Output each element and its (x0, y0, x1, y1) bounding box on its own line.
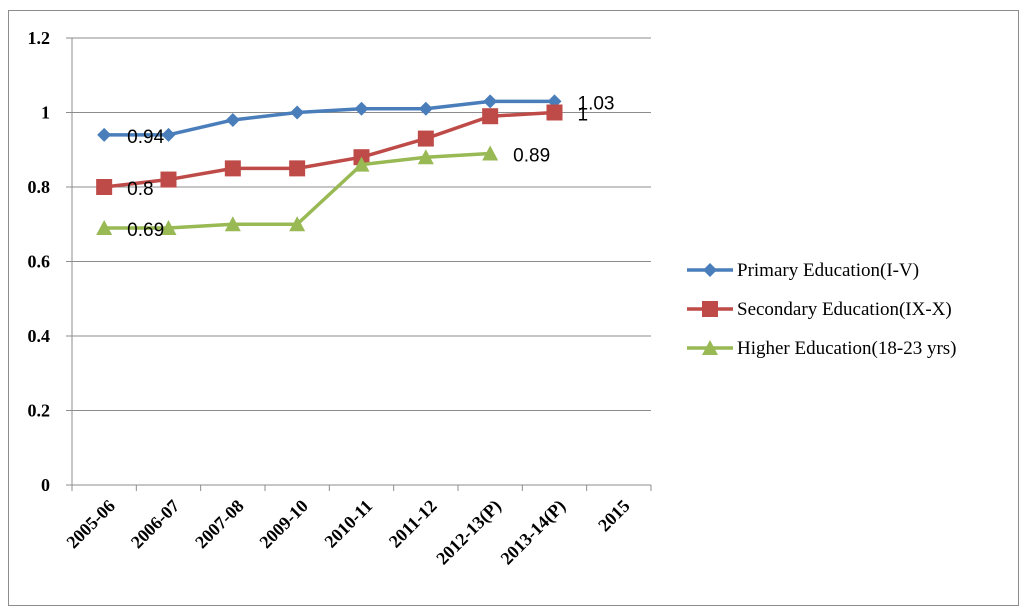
data-label: 0.69 (127, 220, 164, 241)
x-tick-label: 2010-11 (320, 496, 376, 552)
series-2 (96, 145, 499, 235)
data-label: 0.89 (513, 145, 550, 166)
legend-label: Higher Education(18-23 yrs) (737, 338, 957, 359)
data-point (161, 127, 176, 142)
data-point (97, 127, 112, 142)
data-point (417, 149, 434, 165)
y-tick-label: 0.2 (28, 401, 51, 421)
data-point (160, 171, 177, 188)
legend-swatch-marker (703, 263, 717, 277)
data-point (224, 160, 241, 177)
x-tick-label: 2007-08 (191, 496, 248, 553)
data-label: 1.03 (578, 93, 615, 114)
series-0 (97, 94, 562, 142)
data-point (290, 105, 305, 120)
data-point (96, 179, 113, 195)
data-labels: 0.94 1.03 0.8 1 0.69 0.89 (127, 93, 614, 241)
data-label: 0.8 (127, 179, 153, 200)
y-tick-label: 0.8 (28, 177, 51, 197)
y-axis-ticks: 0 0.2 0.4 0.6 0.8 1 1.2 (28, 28, 51, 495)
y-tick-label: 1.2 (28, 28, 51, 48)
series-line (103, 110, 555, 189)
data-point (289, 160, 306, 177)
legend: Primary Education(I-V) Secondary Educatio… (687, 260, 957, 359)
y-tick-label: 0 (41, 475, 50, 495)
x-tick-label: 2012-13(P) (432, 496, 506, 570)
y-tick-label: 0.4 (28, 326, 51, 346)
data-point (354, 101, 369, 116)
legend-label: Secondary Education(IX-X) (737, 299, 952, 320)
x-tick-label: 2009-10 (255, 496, 312, 553)
series-group (96, 94, 563, 235)
chart-frame (8, 10, 1019, 606)
axes (66, 37, 652, 491)
data-point (225, 112, 240, 127)
series-1 (96, 104, 563, 195)
data-point (418, 101, 433, 116)
data-point (483, 94, 498, 109)
legend-swatch-marker (702, 340, 718, 355)
x-axis-ticks: 2005-06 2006-07 2007-08 2009-10 2010-11 2011-… (62, 496, 633, 570)
legend-item: Higher Education(18-23 yrs) (687, 338, 957, 359)
data-point (96, 219, 113, 235)
data-point (482, 145, 499, 161)
x-tick-label: 2013-14(P) (497, 496, 571, 570)
y-tick-label: 1 (41, 103, 50, 123)
data-point (353, 156, 370, 172)
legend-swatch-marker (702, 301, 718, 317)
x-tick-label: 2011-12 (385, 496, 441, 552)
legend-item: Primary Education(I-V) (687, 260, 919, 281)
series-line (104, 99, 555, 137)
legend-item: Secondary Education(IX-X) (687, 299, 952, 320)
data-label: 1 (578, 105, 589, 126)
legend-label: Primary Education(I-V) (737, 260, 919, 281)
x-tick-label: 2006-07 (127, 496, 184, 553)
data-point (482, 108, 499, 125)
data-point (417, 130, 434, 147)
data-point (224, 216, 241, 232)
data-label: 0.94 (127, 127, 164, 148)
x-tick-label: 2005-06 (62, 496, 119, 553)
data-point (160, 219, 177, 235)
x-tick-label: 2015 (594, 496, 634, 536)
y-tick-label: 0.6 (28, 252, 51, 272)
data-point (289, 216, 306, 232)
data-point (546, 104, 563, 121)
